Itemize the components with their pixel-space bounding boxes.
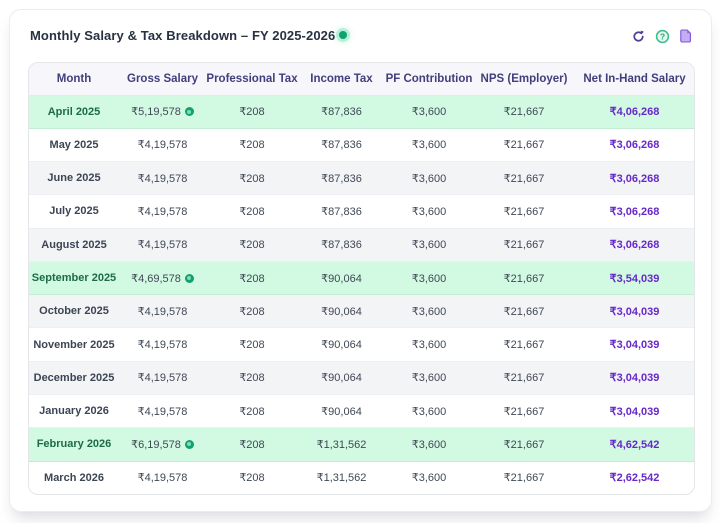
svg-text:?: ? <box>660 31 665 41</box>
